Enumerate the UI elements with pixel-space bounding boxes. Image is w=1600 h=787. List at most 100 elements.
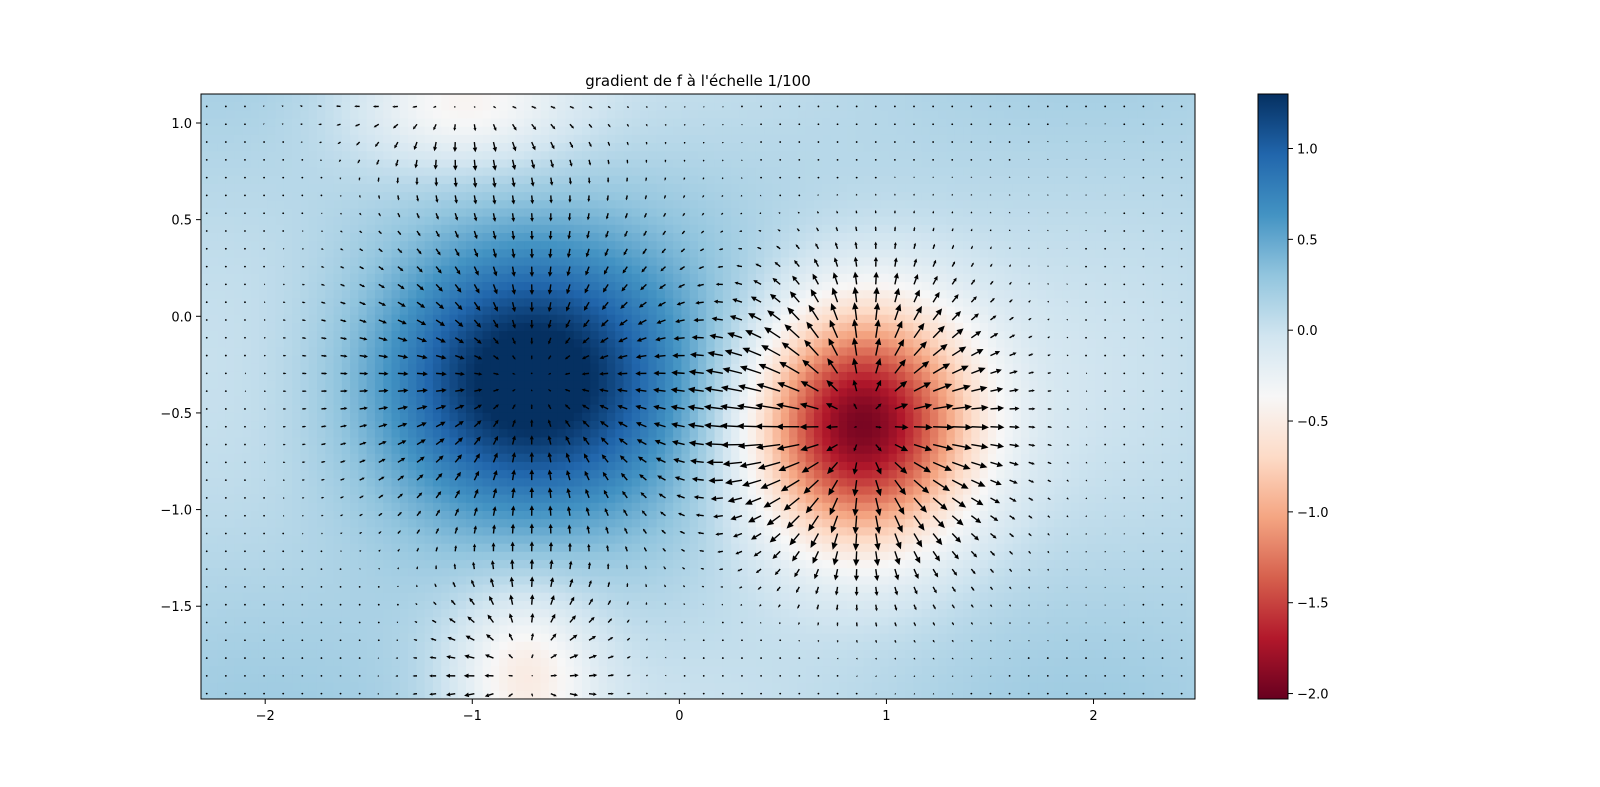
heatmap-cell (391, 690, 401, 699)
heatmap-cell (292, 208, 301, 218)
heatmap-cell (225, 568, 235, 577)
heatmap-cell (333, 461, 343, 471)
heatmap-cell (623, 273, 633, 283)
heatmap-cell (449, 241, 459, 250)
heatmap-cell (449, 126, 459, 136)
heatmap-cell (432, 183, 442, 193)
heatmap-cell (366, 633, 376, 643)
heatmap-cell (598, 429, 608, 438)
heatmap-cell (416, 134, 426, 144)
heatmap-cell (408, 535, 417, 545)
heatmap-cell (234, 649, 244, 659)
heatmap-cell (358, 134, 368, 144)
heatmap-cell (714, 584, 724, 594)
heatmap-cell (350, 429, 359, 438)
heatmap-cell (474, 404, 484, 414)
heatmap-cell (234, 682, 244, 692)
heatmap-cell (656, 535, 666, 545)
heatmap-cell (590, 519, 600, 528)
heatmap-cell (283, 551, 293, 561)
heatmap-cell (225, 339, 235, 349)
heatmap-cell (681, 543, 691, 553)
heatmap-cell (548, 347, 558, 357)
heatmap-cell (714, 200, 724, 210)
heatmap-cell (631, 355, 641, 365)
heatmap-cell (366, 339, 376, 349)
heatmap-cell (325, 249, 335, 259)
heatmap-cell (548, 183, 558, 193)
heatmap-cell (557, 306, 567, 316)
heatmap-cell (267, 527, 277, 537)
heatmap-cell (258, 216, 268, 226)
heatmap-cell (383, 371, 393, 381)
heatmap-cell (325, 396, 335, 406)
heatmap-cell (242, 134, 252, 144)
heatmap-cell (449, 486, 459, 496)
heatmap-cell (507, 314, 517, 324)
heatmap-cell (366, 371, 376, 381)
heatmap-cell (731, 560, 741, 569)
heatmap-cell (482, 527, 492, 537)
heatmap-cell (731, 510, 741, 520)
heatmap-cell (573, 461, 583, 471)
heatmap-cell (391, 486, 401, 496)
heatmap-cell (466, 617, 475, 627)
heatmap-cell (242, 551, 252, 561)
heatmap-cell (548, 429, 558, 438)
heatmap-cell (457, 568, 467, 577)
heatmap-cell (714, 478, 724, 488)
heatmap-cell (217, 331, 227, 340)
heatmap-cell (722, 437, 732, 447)
heatmap-cell (424, 216, 434, 226)
heatmap-cell (631, 592, 641, 602)
heatmap-cell (648, 257, 658, 267)
heatmap-cell (623, 543, 633, 553)
heatmap-cell (731, 396, 741, 406)
heatmap-cell (250, 306, 260, 316)
heatmap-cell (689, 666, 699, 676)
heatmap-cell (739, 658, 749, 667)
heatmap-cell (648, 412, 658, 422)
heatmap-cell (292, 412, 301, 422)
heatmap-cell (573, 600, 583, 610)
heatmap-cell (615, 175, 625, 185)
heatmap-cell (689, 658, 699, 667)
heatmap-cell (731, 363, 741, 373)
heatmap-cell (631, 241, 641, 250)
heatmap-cell (598, 322, 608, 332)
heatmap-cell (515, 134, 525, 144)
heatmap-cell (615, 94, 625, 103)
heatmap-cell (673, 576, 683, 586)
heatmap-cell (391, 151, 401, 161)
heatmap-cell (457, 666, 467, 676)
heatmap-cell (524, 183, 533, 193)
heatmap-cell (532, 404, 542, 414)
heatmap-cell (524, 110, 533, 120)
heatmap-cell (706, 592, 716, 602)
heatmap-cell (250, 192, 260, 201)
heatmap-cell (623, 290, 633, 299)
heatmap-cell (441, 265, 451, 275)
heatmap-cell (656, 617, 666, 627)
heatmap-cell (606, 216, 616, 226)
heatmap-cell (755, 388, 765, 398)
heatmap-cell (275, 126, 285, 136)
heatmap-cell (391, 429, 401, 438)
heatmap-cell (441, 134, 451, 144)
heatmap-cell (350, 339, 359, 349)
heatmap-cell (292, 339, 301, 349)
heatmap-cell (275, 363, 285, 373)
heatmap-cell (325, 126, 335, 136)
heatmap-cell (598, 331, 608, 340)
heatmap-cell (457, 494, 467, 504)
heatmap-cell (548, 249, 558, 259)
heatmap-cell (631, 666, 641, 676)
heatmap-cell (540, 502, 550, 512)
heatmap-cell (515, 543, 525, 553)
heatmap-cell (267, 314, 277, 324)
heatmap-cell (383, 412, 393, 422)
heatmap-cell (706, 200, 716, 210)
heatmap-cell (615, 388, 625, 398)
heatmap-cell (698, 94, 707, 103)
heatmap-cell (673, 232, 683, 242)
